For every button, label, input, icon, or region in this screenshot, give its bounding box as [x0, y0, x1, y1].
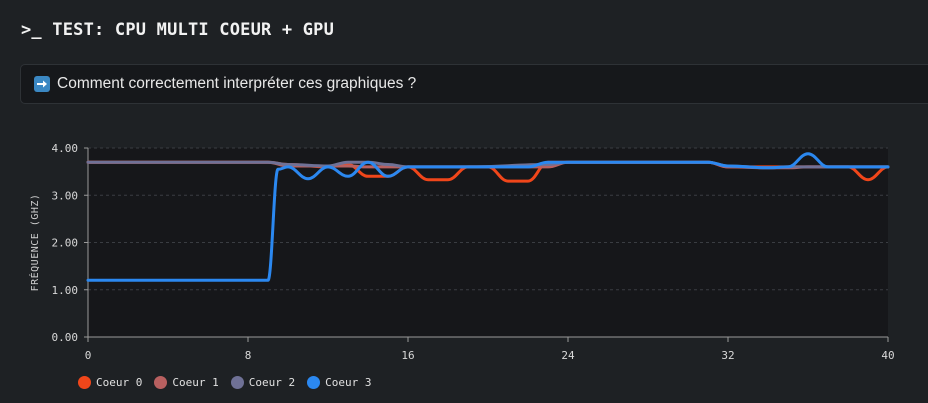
x-tick-label: 32: [721, 349, 734, 362]
legend-swatch: [307, 376, 321, 389]
x-tick-label: 8: [245, 349, 252, 362]
page-title: >_ TEST: CPU MULTI COEUR + GPU: [21, 20, 335, 40]
legend-item-coeur-1[interactable]: Coeur 1: [154, 376, 219, 389]
y-tick-label: 3.00: [52, 189, 79, 202]
legend-swatch: [78, 376, 91, 389]
x-tick-label: 40: [881, 349, 894, 362]
frequency-chart: 0.00 1.00 2.00 3.00 4.00 0 8 16 24 32 40 FRÉQUENCE …: [0, 120, 928, 403]
legend-label: Coeur 1: [172, 376, 219, 389]
right-arrow-icon: [34, 76, 50, 92]
chart-legend: Coeur 0 Coeur 1 Coeur 2 Coeur 3: [78, 376, 383, 389]
y-tick-label: 2.00: [52, 237, 79, 250]
x-tick-label: 16: [401, 349, 414, 362]
y-tick-label: 1.00: [52, 284, 79, 297]
chart-svg: 0.00 1.00 2.00 3.00 4.00 0 8 16 24 32 40 FRÉQUENCE …: [28, 142, 895, 362]
legend-item-coeur-2[interactable]: Coeur 2: [230, 376, 296, 389]
legend-label: Coeur 2: [248, 376, 296, 389]
x-tick-label: 0: [85, 349, 92, 362]
legend-item-coeur-0[interactable]: Coeur 0: [78, 376, 142, 389]
legend-swatch: [230, 376, 244, 389]
series-line-coeur-3: [86, 152, 890, 282]
help-dropdown[interactable]: Comment correctement interpréter ces gra…: [20, 64, 928, 104]
legend-swatch: [154, 376, 168, 389]
y-axis-label: FRÉQUENCE (GHZ): [28, 194, 41, 292]
y-tick-label: 4.00: [52, 142, 79, 155]
x-tick-label: 24: [561, 349, 575, 362]
legend-label: Coeur 3: [325, 376, 372, 389]
legend-item-coeur-3[interactable]: Coeur 3: [307, 376, 371, 389]
help-text: Comment correctement interpréter ces gra…: [57, 75, 417, 92]
y-tick-label: 0.00: [52, 331, 79, 344]
legend-label: Coeur 0: [96, 376, 143, 389]
